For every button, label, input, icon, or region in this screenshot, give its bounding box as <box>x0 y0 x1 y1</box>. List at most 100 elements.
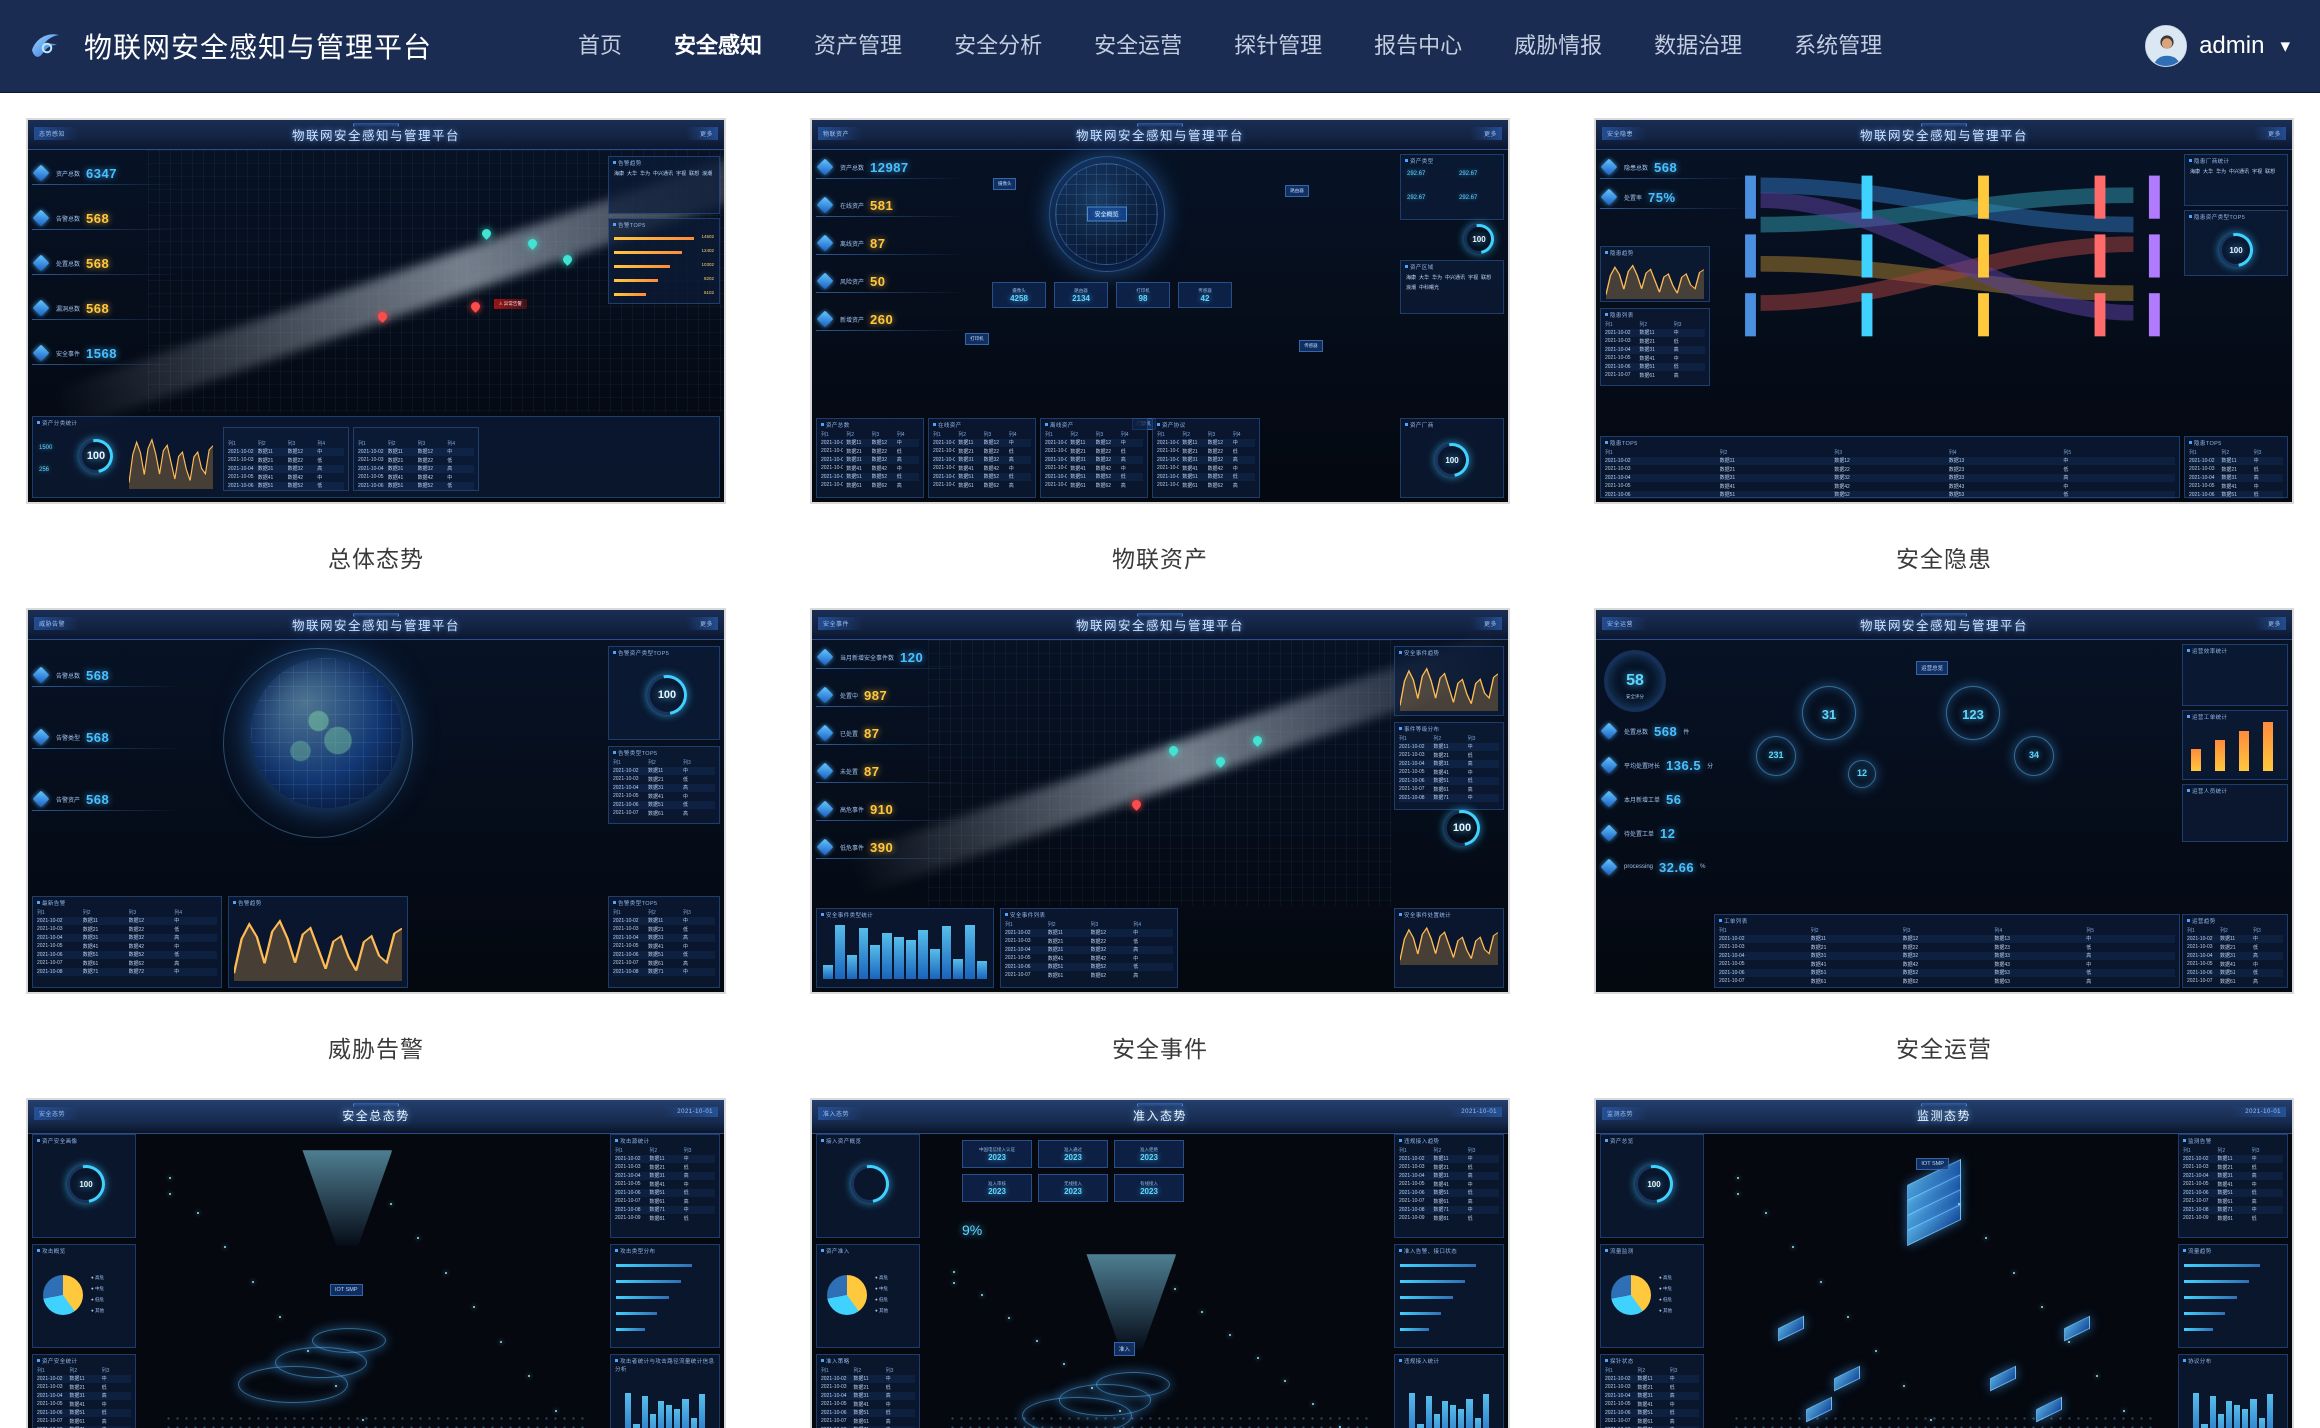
nav-item-8[interactable]: 数据治理 <box>1654 33 1743 58</box>
dashboard-thumbnail-4[interactable]: 物联网安全感知与管理平台 安全事件 更多 当月新增安全事件数 120 处置中 987 已处置 8… <box>810 608 1510 994</box>
time-icon <box>1600 756 1618 774</box>
low-risk-icon <box>816 838 834 856</box>
table-cell: 数据41 <box>82 943 99 950</box>
gauge-donut: 100 <box>1464 224 1494 254</box>
table-cell: 低 <box>1232 474 1238 481</box>
nav-item-5[interactable]: 探针管理 <box>1234 33 1323 58</box>
table-cell: 低 <box>2251 1190 2257 1197</box>
area-chart <box>234 913 402 981</box>
panel-title: 隐患列表 <box>1605 311 1634 319</box>
table-cell: 高 <box>1467 761 1473 768</box>
dashboard-thumbnail-3[interactable]: 物联网安全感知与管理平台 威胁告警 更多 告警总数 568 告警类型 568 告警资产 568 告… <box>26 608 726 994</box>
spark-dot <box>169 1193 171 1196</box>
bar <box>641 1395 648 1428</box>
table-row: 2021-10-02 数据11 中 <box>1399 742 1499 751</box>
table-cell: 数据41 <box>1637 1401 1653 1408</box>
table-cell: 列1 <box>37 909 45 916</box>
dashboard-thumbnail-1[interactable]: 物联网安全感知与管理平台物联资产更多安全概览摄像头路由器打印机传感器门禁机资产总… <box>810 118 1510 504</box>
dashboard-thumbnail-8[interactable]: 监测态势 监测态势 2021-10-01 资产总览 100 流量监测 ● 高危 ● 中危 ● 低… <box>1594 1098 2294 1428</box>
network-node: 路由器 <box>1285 185 1309 198</box>
bar-chart <box>1401 1391 1497 1428</box>
divider <box>32 686 182 687</box>
mini-table: 列1 列2 列3 2021-10-02 数据11 中 2021-10-03 数据21 低 2021… <box>615 1146 715 1223</box>
table-cell: 中 <box>1669 1401 1675 1408</box>
kpi-card: 打印机 98 <box>1116 282 1170 308</box>
stat-row: 告警类型 568 <box>32 728 192 746</box>
nav-item-4[interactable]: 安全运营 <box>1094 33 1183 58</box>
spark-dot <box>2013 1271 2015 1274</box>
table-cell: 2021-10-03 <box>615 1164 641 1171</box>
bar <box>965 924 976 979</box>
table-cell: 数据51 <box>1070 474 1086 481</box>
table-cell: 2021-10-06 <box>615 1189 641 1196</box>
dashboard-thumbnail-2[interactable]: 物联网安全感知与管理平台 安全隐患 更多 隐患总数 568 处置率 75% 隐患厂商统计 海康大… <box>1594 118 2294 504</box>
nav-item-7[interactable]: 威胁情报 <box>1514 33 1603 58</box>
table-cell: 数据71 <box>649 1207 665 1214</box>
panel: 资产安全统计 列1 列2 列3 2021-10-02 数据11 中 2021-10-03 数据2… <box>32 1354 136 1428</box>
nav-item-1[interactable]: 安全感知 <box>674 33 763 58</box>
kpi-card: 无线接入 2023 <box>1038 1174 1108 1202</box>
dashboard-thumbnail-6[interactable]: 安全总态势 安全态势 2021-10-01 资产安全画像 100 攻击概览 ● 高危 ● 中危… <box>26 1098 726 1428</box>
table-row: 2021-10-05 数据41 中 <box>1399 1180 1499 1189</box>
hbar-row <box>1400 1293 1498 1303</box>
table-cell: 数据31 <box>958 457 974 464</box>
table-cell: 数据11 <box>648 918 664 925</box>
stat-label: 本月新增工单 <box>1624 797 1661 804</box>
table-cell: 2021-10-05 <box>1045 465 1067 472</box>
nav-item-2[interactable]: 资产管理 <box>814 33 903 58</box>
table-cell: 2021-10-03 <box>1605 466 1631 473</box>
bar <box>2209 1395 2216 1428</box>
cube-face <box>816 724 834 742</box>
table-cell: 2021-10-06 <box>933 473 955 480</box>
table-row: 2021-10-02 数据11 中 <box>821 1374 915 1383</box>
nav-item-6[interactable]: 报告中心 <box>1374 33 1463 58</box>
table-cell: 2021-10-03 <box>2183 1164 2209 1171</box>
stat-value: 568 <box>86 667 110 683</box>
gauge-value: 100 <box>79 1179 93 1189</box>
board-tag-right: 2021-10-01 <box>663 1107 718 1117</box>
dashboard-thumbnail-5[interactable]: 物联网安全感知与管理平台 安全运营 更多 58 安全评分 处置总数 568 件平均处置时长 13… <box>1594 608 2294 994</box>
nav-item-9[interactable]: 系统管理 <box>1794 33 1883 58</box>
ring-value: 123 <box>1962 707 1984 722</box>
table-cell: 数据51 <box>1810 970 1827 977</box>
bar <box>2217 1413 2224 1428</box>
table-cell: 数据31 <box>648 785 664 792</box>
stat-value: 390 <box>870 839 894 855</box>
nav-item-0[interactable]: 首页 <box>578 33 623 58</box>
table-cell: 数据12 <box>983 440 1000 447</box>
table-cell: 列4 <box>1994 927 2003 934</box>
table-cell: 数据31 <box>2221 475 2237 482</box>
table-cell: 低 <box>317 457 323 464</box>
table-cell: 2021-10-07 <box>1605 1418 1631 1425</box>
pending-icon <box>816 762 834 780</box>
table-row: 2021-10-04 数据31 高 <box>2189 473 2283 482</box>
nav-item-3[interactable]: 安全分析 <box>954 33 1043 58</box>
user-menu[interactable]: admin ▾ <box>2145 25 2320 67</box>
board-title-chip <box>1921 1103 1967 1107</box>
table-row: 列1 列2 列3 <box>2189 448 2283 457</box>
table-row: 2021-10-03 数据21 低 <box>613 775 715 784</box>
table-cell: 2021-10-06 <box>37 951 63 958</box>
panel-title: 攻击概览 <box>37 1247 66 1255</box>
table-row: 2021-10-03 数据21 数据22 数据23 低 <box>1719 943 2175 952</box>
dashboard-thumbnail-0[interactable]: 物联网安全感知与管理平台 态势感知 更多 ⚠ 异常告警 资产总数 6347 告警总数 568 处… <box>26 118 726 504</box>
table-cell: 2021-10-03 <box>1045 448 1067 455</box>
stat-row: 漏洞总数 568 <box>32 299 192 317</box>
table-cell: 2021-10-02 <box>37 917 63 924</box>
table-row: 2021-10-06 数据51 低 <box>37 1408 131 1417</box>
chevron-down-icon[interactable]: ▾ <box>2280 35 2290 57</box>
table-cell: 数据31 <box>257 466 274 473</box>
dashboard-thumbnail-7[interactable]: 准入态势 准入态势 2021-10-01 接入资产概览 资产准入 ● 高危 ● 中危 ● 低危… <box>810 1098 1510 1428</box>
gauge-value: 100 <box>1647 1179 1661 1189</box>
table-row: 2021-10-07 数据61 数据62 数据63 高 <box>1719 977 2175 986</box>
table-row: 2021-10-04 数据31 高 <box>613 783 715 792</box>
table-cell: 数据61 <box>1433 786 1449 793</box>
table-row: 2021-10-05 数据41 中 <box>2183 1180 2283 1189</box>
bar <box>2193 1393 2200 1428</box>
stat-unit: 件 <box>1683 729 1690 736</box>
table-cell: 数据22 <box>128 926 145 933</box>
stat-label: 风险资产 <box>840 279 865 286</box>
table-row: 2021-10-07 数据61 高 <box>615 1197 715 1206</box>
right-stat-value: 292.67 <box>1459 171 1478 177</box>
hbar-value: 10302 <box>701 262 714 267</box>
